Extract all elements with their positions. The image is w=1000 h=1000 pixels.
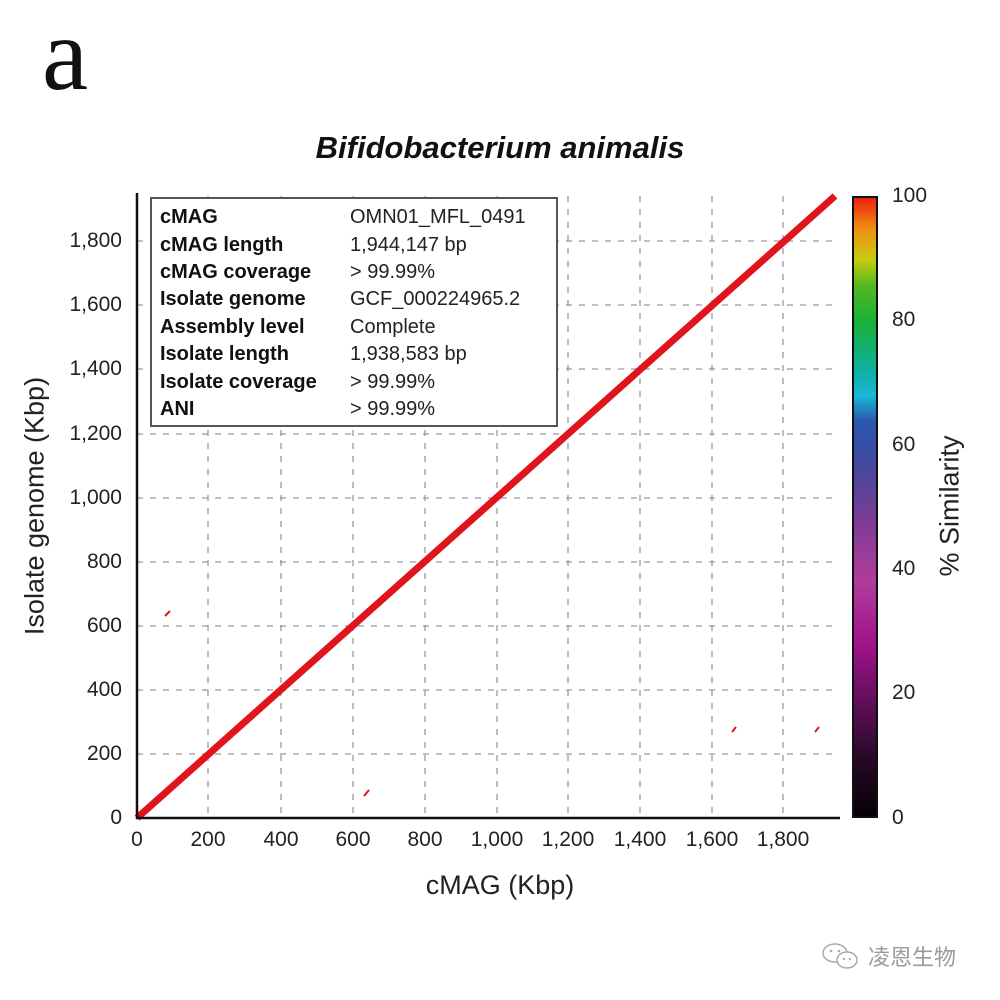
info-key: cMAG length <box>160 233 284 256</box>
y-tick: 1,000 <box>69 486 122 509</box>
y-tick: 200 <box>86 742 122 765</box>
y-tick: 400 <box>86 678 122 701</box>
info-row: Assembly level Complete <box>160 314 556 341</box>
info-row: Isolate coverage > 99.99% <box>160 368 556 395</box>
axes <box>135 193 840 820</box>
watermark: 凌恩生物 <box>820 940 956 972</box>
colorbar-tick: 0 <box>892 806 904 829</box>
alignment-diagonal <box>134 193 838 821</box>
y-tick: 1,800 <box>69 229 122 252</box>
x-tick: 600 <box>335 828 371 851</box>
info-value: GCF_000224965.2 <box>350 288 521 311</box>
x-tick: 0 <box>131 828 143 851</box>
chart-title: Bifidobacterium animalis <box>315 130 685 165</box>
x-tick: 200 <box>190 828 226 851</box>
x-tick: 400 <box>263 828 299 851</box>
similarity-colorbar <box>852 196 878 818</box>
info-value: 1,944,147 bp <box>350 233 467 256</box>
info-key: ANI <box>160 397 195 420</box>
info-row: ANI > 99.99% <box>160 396 556 423</box>
x-tick: 1,400 <box>613 828 667 851</box>
info-row: Isolate length 1,938,583 bp <box>160 341 556 368</box>
info-key: Isolate coverage <box>160 370 317 393</box>
info-value: > 99.99% <box>350 370 436 393</box>
colorbar-tick: 100 <box>892 184 928 207</box>
watermark-text: 凌恩生物 <box>868 945 957 970</box>
y-tick: 0 <box>110 806 122 829</box>
info-key: Isolate genome <box>160 288 306 311</box>
info-value: > 99.99% <box>350 397 436 420</box>
x-tick: 1,000 <box>470 828 524 851</box>
info-key: cMAG <box>160 206 218 229</box>
x-tick: 1,800 <box>756 828 810 851</box>
info-value: OMN01_MFL_0491 <box>350 206 526 229</box>
info-row: cMAG OMN01_MFL_0491 <box>160 204 556 231</box>
info-value: > 99.99% <box>350 260 436 283</box>
y-tick: 1,200 <box>69 422 122 445</box>
info-key: Assembly level <box>160 315 305 338</box>
wechat-icon <box>822 943 858 969</box>
colorbar-label: % Similarity <box>934 435 965 577</box>
info-row: cMAG coverage > 99.99% <box>160 259 556 286</box>
y-tick: 800 <box>86 550 122 573</box>
info-row: cMAG length 1,944,147 bp <box>160 231 556 258</box>
info-value: Complete <box>350 315 436 338</box>
colorbar-tick: 60 <box>892 433 916 456</box>
colorbar-tick: 40 <box>892 557 916 580</box>
y-axis-label: Isolate genome (Kbp) <box>19 376 50 636</box>
info-row: Isolate genome GCF_000224965.2 <box>160 286 556 313</box>
info-key: cMAG coverage <box>160 260 312 283</box>
alignment-info-box: cMAG OMN01_MFL_0491 cMAG length 1,944,14… <box>150 197 558 427</box>
minor-alignments <box>164 610 820 797</box>
x-axis-label: cMAG (Kbp) <box>425 870 575 900</box>
x-tick: 1,600 <box>685 828 739 851</box>
colorbar-tick: 80 <box>892 308 916 331</box>
x-tick: 800 <box>407 828 443 851</box>
y-tick: 600 <box>86 614 122 637</box>
panel-label: a <box>42 0 89 112</box>
colorbar-tick: 20 <box>892 681 916 704</box>
info-value: 1,938,583 bp <box>350 343 467 366</box>
y-tick: 1,600 <box>69 293 122 316</box>
info-key: Isolate length <box>160 343 289 366</box>
x-tick: 1,200 <box>541 828 595 851</box>
y-tick: 1,400 <box>69 357 122 380</box>
